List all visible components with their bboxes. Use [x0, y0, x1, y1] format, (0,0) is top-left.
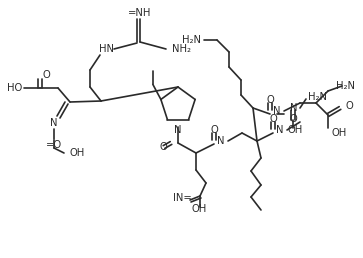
- Text: OH: OH: [192, 204, 207, 214]
- Text: OH: OH: [70, 148, 85, 158]
- Text: NH₂: NH₂: [172, 44, 191, 54]
- Text: O: O: [346, 101, 354, 111]
- Text: HO: HO: [7, 83, 22, 93]
- Text: N: N: [217, 136, 225, 146]
- Text: N: N: [174, 125, 182, 135]
- Text: N: N: [290, 103, 298, 113]
- Text: OH: OH: [332, 128, 347, 138]
- Text: O: O: [159, 142, 167, 152]
- Text: =O: =O: [46, 140, 62, 150]
- Text: H₂N: H₂N: [308, 92, 327, 102]
- Text: OH: OH: [287, 125, 302, 135]
- Text: O: O: [266, 95, 274, 105]
- Text: H₂N: H₂N: [182, 35, 201, 45]
- Text: N: N: [276, 125, 284, 135]
- Text: O: O: [269, 114, 277, 124]
- Text: O: O: [42, 70, 50, 80]
- Text: O: O: [289, 114, 297, 124]
- Text: N: N: [273, 106, 281, 116]
- Text: IN=: IN=: [173, 193, 192, 203]
- Text: H₂N: H₂N: [336, 81, 355, 91]
- Text: O: O: [210, 125, 218, 135]
- Text: HN: HN: [98, 44, 114, 54]
- Text: N: N: [50, 118, 58, 128]
- Text: =NH: =NH: [128, 8, 152, 18]
